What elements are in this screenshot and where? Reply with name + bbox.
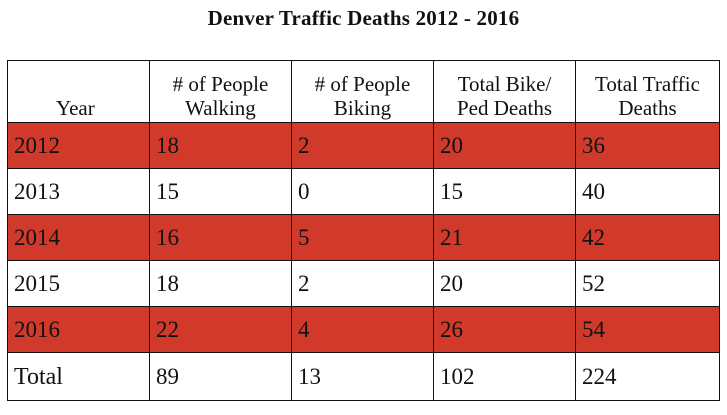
total-row: Total 89 13 102 224 (7, 352, 720, 401)
total-biking: 13 (291, 352, 434, 401)
header-bike-ped-deaths: Total Bike/ Ped Deaths (433, 60, 576, 123)
cell-walking: 18 (149, 122, 292, 169)
total-walking: 89 (149, 352, 292, 401)
cell-bike-ped-deaths: 20 (433, 122, 576, 169)
cell-biking: 4 (291, 306, 434, 353)
total-traffic-deaths: 224 (575, 352, 720, 401)
table-body: 2012 18 2 20 36 2013 15 0 15 40 2014 16 5 21 42 2015 18 2… (7, 122, 720, 401)
traffic-deaths-table: Year # of People Walking # of People Bik… (7, 60, 720, 401)
header-total-traffic-deaths: Total Traffic Deaths (575, 60, 720, 123)
cell-year: 2012 (7, 122, 150, 169)
cell-total-traffic-deaths: 42 (575, 214, 720, 261)
table-title: Denver Traffic Deaths 2012 - 2016 (207, 6, 520, 30)
total-label: Total (7, 352, 150, 401)
cell-total-traffic-deaths: 52 (575, 260, 720, 307)
total-bike-ped-deaths: 102 (433, 352, 576, 401)
table-row: 2012 18 2 20 36 (7, 122, 720, 169)
cell-biking: 5 (291, 214, 434, 261)
cell-bike-ped-deaths: 21 (433, 214, 576, 261)
cell-bike-ped-deaths: 20 (433, 260, 576, 307)
header-row: Year # of People Walking # of People Bik… (7, 60, 720, 123)
cell-biking: 2 (291, 260, 434, 307)
cell-year: 2015 (7, 260, 150, 307)
cell-biking: 0 (291, 168, 434, 215)
header-biking: # of People Biking (291, 60, 434, 123)
cell-walking: 16 (149, 214, 292, 261)
cell-walking: 18 (149, 260, 292, 307)
cell-total-traffic-deaths: 54 (575, 306, 720, 353)
cell-walking: 15 (149, 168, 292, 215)
cell-walking: 22 (149, 306, 292, 353)
cell-year: 2016 (7, 306, 150, 353)
header-year: Year (7, 60, 150, 123)
header-walking: # of People Walking (149, 60, 292, 123)
cell-total-traffic-deaths: 36 (575, 122, 720, 169)
cell-biking: 2 (291, 122, 434, 169)
cell-bike-ped-deaths: 15 (433, 168, 576, 215)
table-row: 2015 18 2 20 52 (7, 260, 720, 307)
table-row: 2013 15 0 15 40 (7, 168, 720, 215)
cell-bike-ped-deaths: 26 (433, 306, 576, 353)
table-row: 2016 22 4 26 54 (7, 306, 720, 353)
cell-year: 2013 (7, 168, 150, 215)
cell-total-traffic-deaths: 40 (575, 168, 720, 215)
cell-year: 2014 (7, 214, 150, 261)
table-row: 2014 16 5 21 42 (7, 214, 720, 261)
